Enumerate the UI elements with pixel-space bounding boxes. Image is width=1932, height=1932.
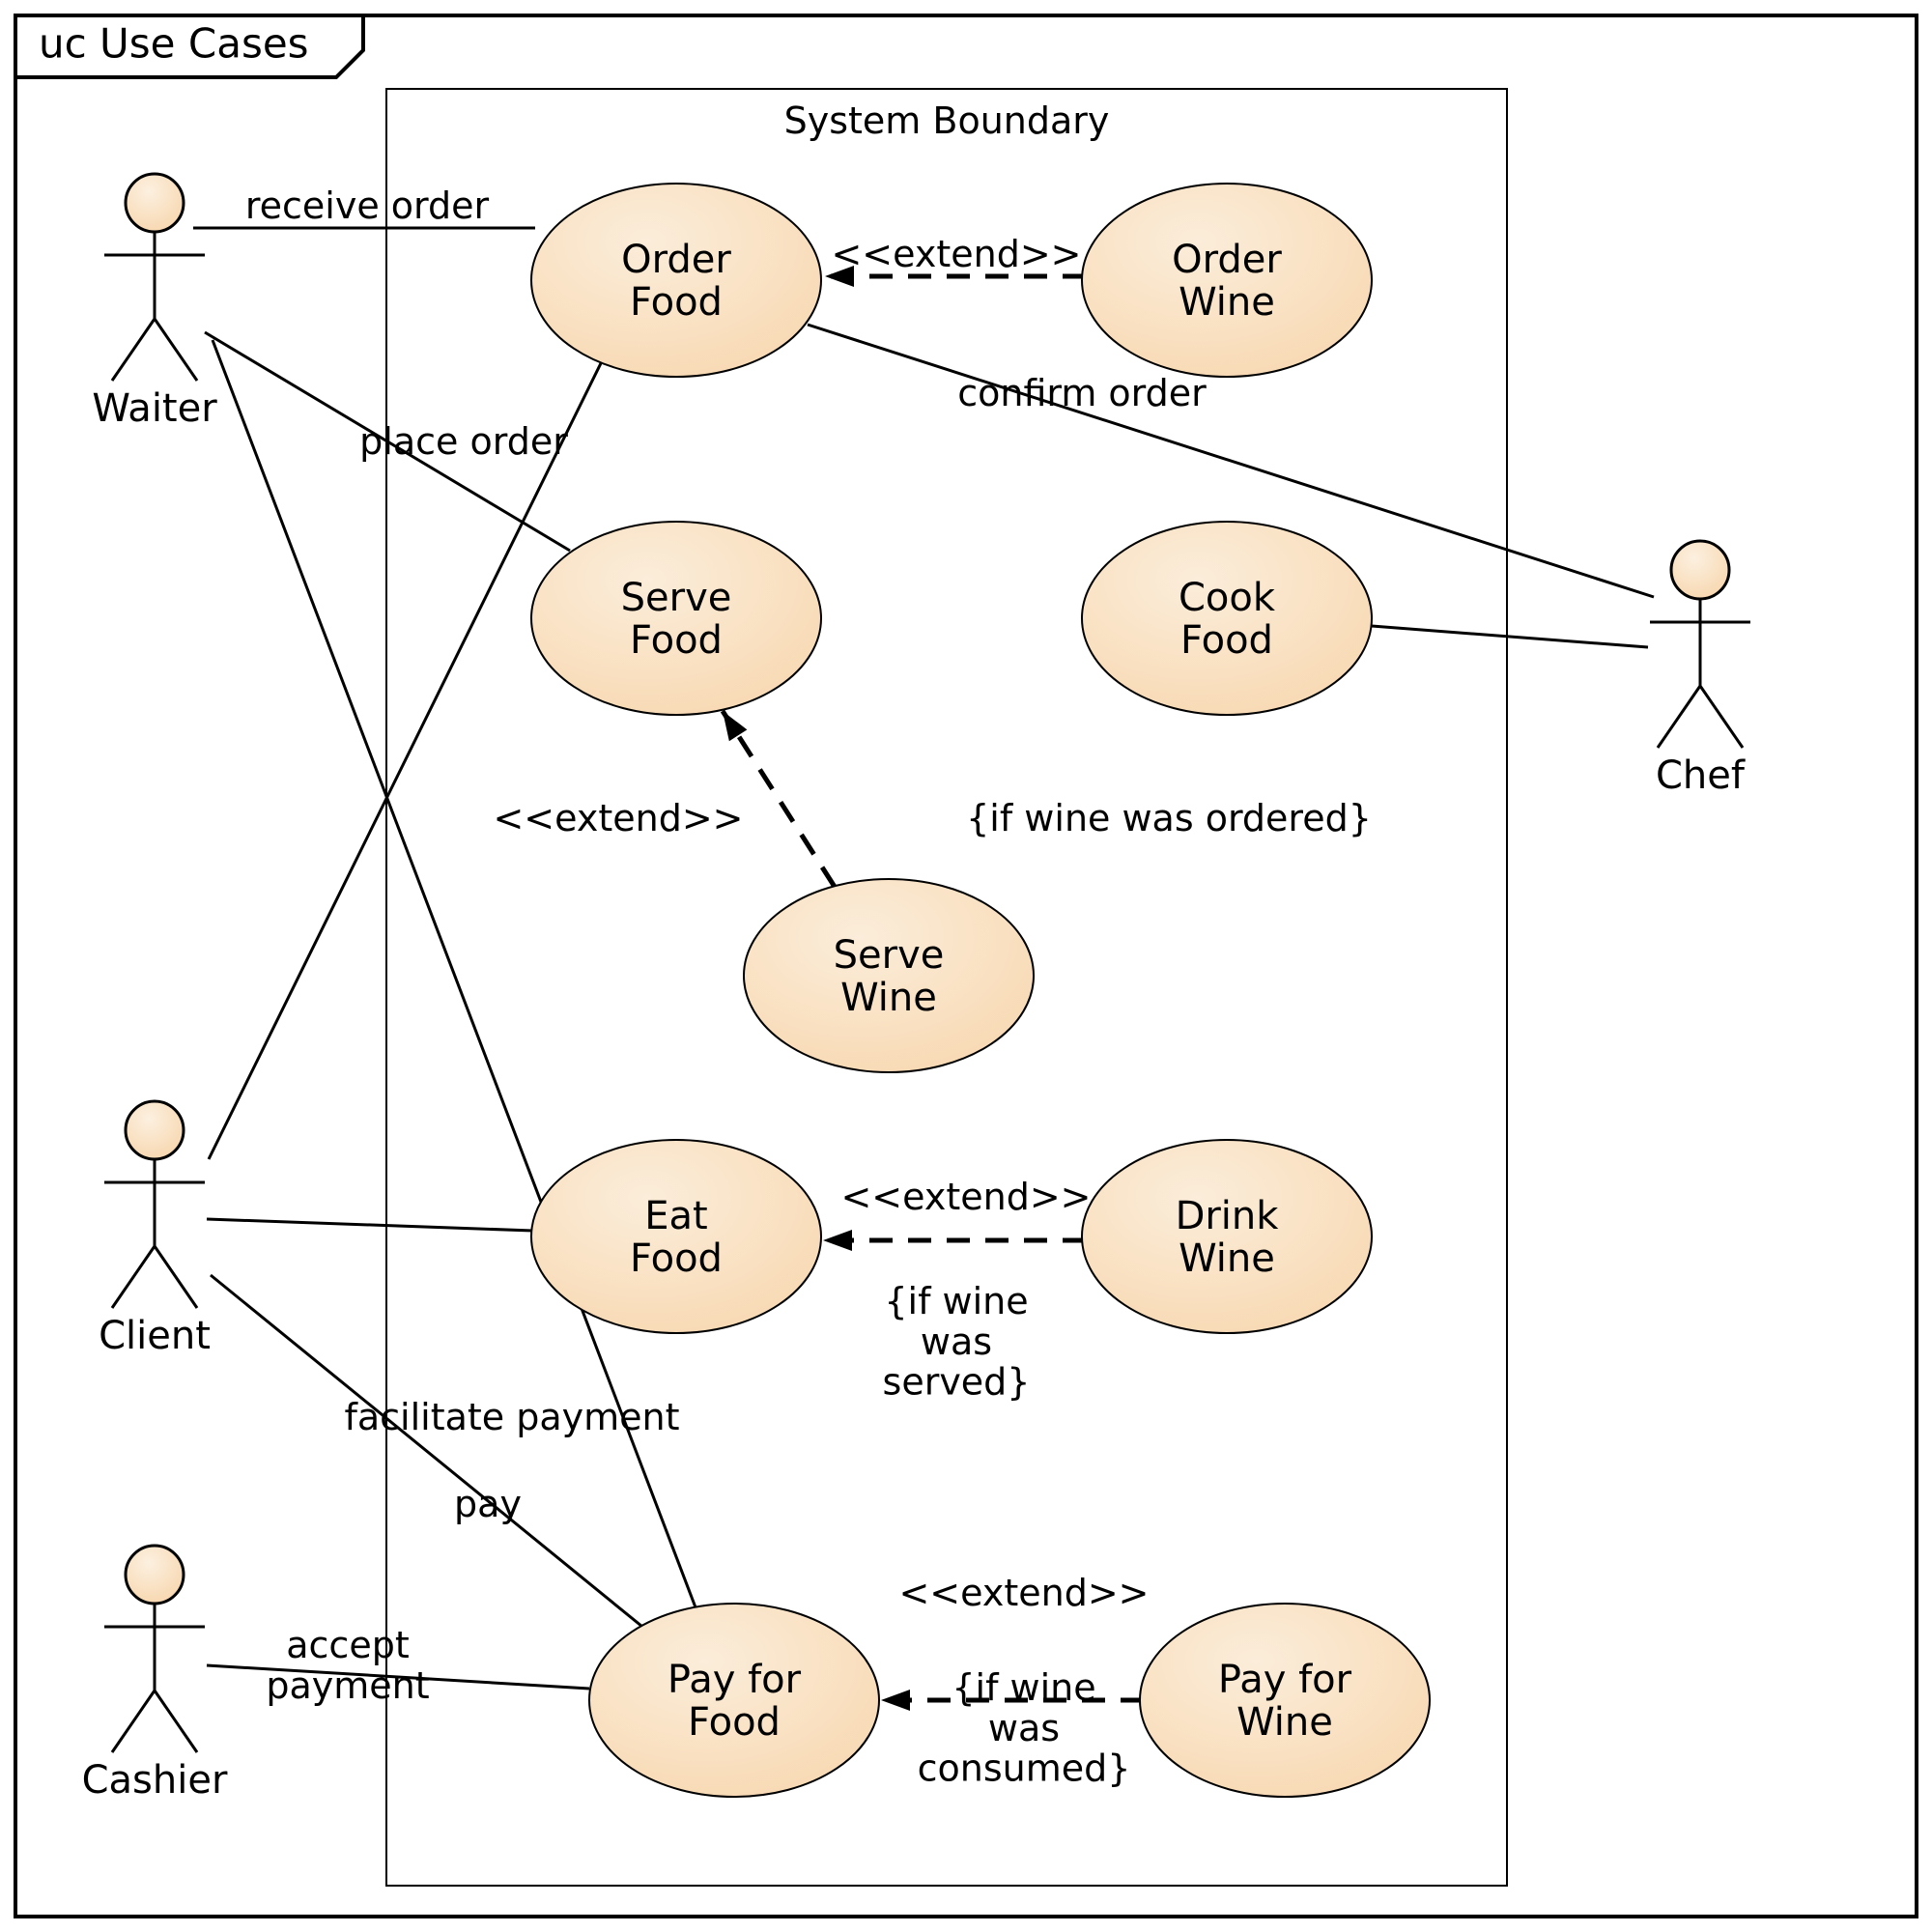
actor-head-icon <box>126 174 184 232</box>
usecase-label: ServeFood <box>621 576 732 663</box>
actor-leg-right <box>155 1246 197 1308</box>
usecase-pay_food: Pay forFood <box>589 1604 879 1797</box>
usecase-serve_wine: ServeWine <box>744 879 1034 1072</box>
actor-client: Client <box>99 1101 211 1358</box>
usecase-label: CookFood <box>1179 576 1276 663</box>
actor-leg-right <box>155 319 197 381</box>
arrowhead-icon <box>881 1690 910 1711</box>
arrowhead-icon <box>823 1230 852 1251</box>
association <box>211 1275 647 1631</box>
usecase-order_food: OrderFood <box>531 184 821 377</box>
use-case-diagram: uc Use Cases System Boundary receive order… <box>0 0 1932 1932</box>
usecase-label: OrderFood <box>621 238 731 325</box>
usecases-layer: OrderFood OrderWine ServeFood CookFood Serve… <box>531 184 1430 1797</box>
association-label: pay <box>454 1483 522 1525</box>
association <box>209 359 603 1159</box>
actor-leg-left <box>112 1690 155 1752</box>
usecase-label: Pay forWine <box>1218 1658 1352 1745</box>
usecase-label: OrderWine <box>1172 238 1282 325</box>
association-label: facilitate payment <box>344 1396 679 1438</box>
actor-head-icon <box>126 1101 184 1159</box>
actor-leg-right <box>1700 686 1743 748</box>
association <box>207 1219 533 1231</box>
usecase-drink_wine: DrinkWine <box>1082 1140 1372 1333</box>
actor-leg-left <box>112 1246 155 1308</box>
actor-leg-right <box>155 1690 197 1752</box>
association-label: acceptpayment <box>266 1624 429 1707</box>
association <box>1372 626 1648 647</box>
usecase-serve_food: ServeFood <box>531 522 821 715</box>
extend-guard: {if winewasserved} <box>883 1280 1031 1404</box>
usecase-label: ServeWine <box>834 933 945 1020</box>
actor-head-icon <box>126 1546 184 1604</box>
usecase-label: DrinkWine <box>1176 1194 1280 1281</box>
arrowhead-icon <box>723 711 747 741</box>
extend-guard: {if wine was ordered} <box>966 797 1372 839</box>
actor-label: Client <box>99 1314 211 1358</box>
actor-label: Chef <box>1656 753 1746 798</box>
system-boundary-label: System Boundary <box>784 99 1110 142</box>
actor-label: Cashier <box>82 1758 228 1803</box>
usecase-cook_food: CookFood <box>1082 522 1372 715</box>
actor-chef: Chef <box>1650 541 1750 798</box>
actor-head-icon <box>1671 541 1729 599</box>
frame-title: uc Use Cases <box>39 20 309 68</box>
extend-label: <<extend>> <box>840 1176 1091 1218</box>
usecase-eat_food: EatFood <box>531 1140 821 1333</box>
usecase-order_wine: OrderWine <box>1082 184 1372 377</box>
extend-guard: {if winewasconsumed} <box>918 1666 1131 1790</box>
actor-label: Waiter <box>92 386 217 431</box>
actor-cashier: Cashier <box>82 1546 228 1803</box>
association-label: receive order <box>245 185 490 227</box>
actor-leg-left <box>1658 686 1700 748</box>
actor-leg-left <box>112 319 155 381</box>
association-label: confirm order <box>957 372 1207 414</box>
extend-label: <<extend>> <box>493 797 743 839</box>
extend-label: <<extend>> <box>831 233 1081 275</box>
association-label: place order <box>359 420 568 463</box>
usecase-pay_wine: Pay forWine <box>1140 1604 1430 1797</box>
extend-label: <<extend>> <box>898 1572 1149 1614</box>
actor-waiter: Waiter <box>92 174 217 431</box>
